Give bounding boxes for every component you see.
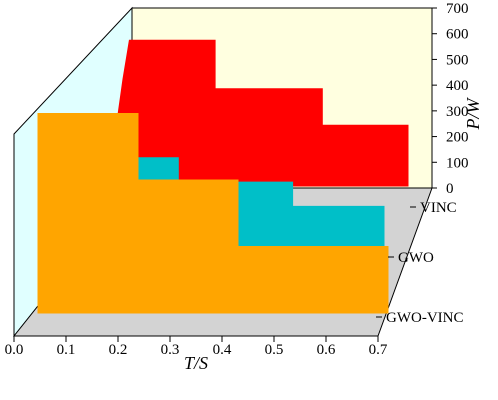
x-tick-label: 0.6 (317, 342, 336, 358)
depth-label-gwo-vinc: GWO-VINC (386, 310, 463, 326)
x-tick-label: 0.0 (5, 342, 24, 358)
y-tick-label: 400 (446, 78, 469, 94)
x-tick-label: 0.3 (161, 342, 180, 358)
depth-label-vinc: VINC (420, 200, 457, 216)
x-tick-label: 0.2 (109, 342, 128, 358)
y-tick-label: 300 (446, 104, 469, 120)
y-tick-label: 200 (446, 130, 469, 146)
y-tick-label: 600 (446, 27, 469, 43)
x-axis-label: T/S (184, 353, 208, 373)
y-tick-label: 700 (446, 1, 469, 17)
x-tick-label: 0.1 (57, 342, 76, 358)
x-tick-label: 0.7 (369, 342, 388, 358)
y-tick-label: 0 (446, 181, 454, 197)
axes-layer: 0.0 0.1 0.2 0.3 0.4 0.5 0.6 0.7 0 100 200 300 400 500… (5, 1, 469, 358)
x-tick-label: 0.5 (265, 342, 284, 358)
y-tick-label: 100 (446, 155, 469, 171)
y-tick-label: 500 (446, 52, 469, 68)
series-vinc-area (107, 39, 409, 187)
series-layer (37, 39, 409, 314)
y-axis-label: P/W (463, 97, 483, 131)
depth-label-gwo: GWO (398, 250, 434, 266)
x-tick-label: 0.4 (213, 342, 232, 358)
series-gwo-vinc-area (37, 113, 389, 314)
